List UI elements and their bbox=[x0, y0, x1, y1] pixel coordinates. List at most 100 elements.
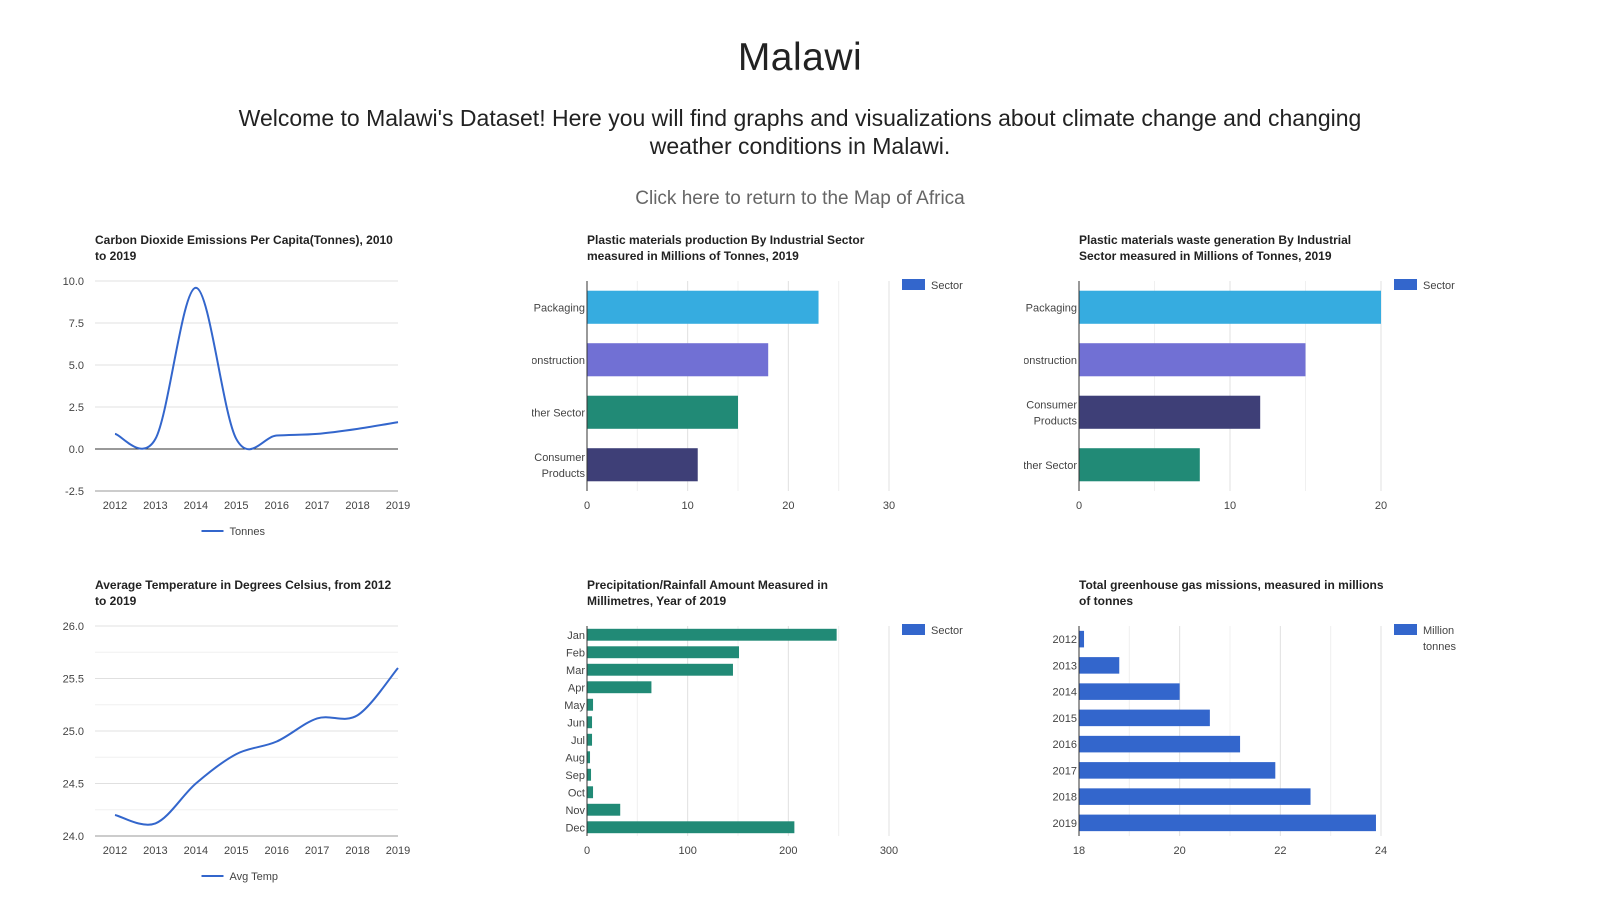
page-title: Malawi bbox=[737, 36, 863, 79]
x-tick-label: 2014 bbox=[184, 500, 208, 512]
category-label: 2014 bbox=[1053, 687, 1077, 699]
bar bbox=[587, 716, 593, 729]
intro-text: Welcome to Malawi's Dataset! Here you wi… bbox=[238, 105, 1362, 159]
legend-label: Sector bbox=[931, 280, 963, 292]
y-tick-label: 25.5 bbox=[63, 674, 84, 686]
x-tick-label: 2013 bbox=[143, 845, 167, 857]
x-tick-label: 30 bbox=[883, 500, 895, 512]
category-label: Consumer bbox=[534, 452, 585, 464]
category-label: Sep bbox=[565, 770, 585, 782]
chart-title: Total greenhouse gas missions, measured … bbox=[1079, 578, 1384, 592]
bar bbox=[1079, 290, 1381, 324]
x-tick-label: 22 bbox=[1274, 845, 1286, 857]
legend-label: Avg Temp bbox=[230, 871, 279, 883]
category-label: Feb bbox=[566, 647, 585, 659]
chart-title: measured in Millions of Tonnes, 2019 bbox=[587, 249, 799, 263]
category-label: May bbox=[564, 700, 585, 712]
bar bbox=[587, 646, 740, 659]
chart-title: to 2019 bbox=[95, 249, 137, 263]
bar bbox=[587, 786, 594, 799]
y-tick-label: 25.0 bbox=[63, 726, 84, 738]
x-tick-label: 20 bbox=[782, 500, 794, 512]
x-tick-label: 10 bbox=[682, 500, 694, 512]
legend-swatch bbox=[902, 279, 925, 290]
x-tick-label: 100 bbox=[678, 845, 696, 857]
bar bbox=[587, 821, 795, 834]
co2-emissions-svg: Carbon Dioxide Emissions Per Capita(Tonn… bbox=[63, 233, 411, 538]
legend-swatch bbox=[1394, 279, 1417, 290]
series-line bbox=[114, 286, 399, 451]
x-tick-label: 2015 bbox=[224, 845, 248, 857]
bar bbox=[1079, 448, 1200, 482]
x-tick-label: 2019 bbox=[386, 845, 410, 857]
y-tick-label: 2.5 bbox=[69, 402, 84, 414]
category-label: Products bbox=[542, 468, 586, 480]
bar bbox=[587, 733, 593, 746]
y-tick-label: 10.0 bbox=[63, 276, 84, 288]
x-tick-label: 0 bbox=[584, 845, 590, 857]
category-label: Construction bbox=[532, 355, 585, 367]
bar bbox=[587, 290, 819, 324]
x-tick-label: 10 bbox=[1224, 500, 1236, 512]
category-label: Nov bbox=[565, 805, 585, 817]
bar bbox=[587, 698, 594, 711]
x-tick-label: 2017 bbox=[305, 500, 329, 512]
chart-title: Sector measured in Millions of Tonnes, 2… bbox=[1079, 249, 1332, 263]
x-tick-label: 20 bbox=[1174, 845, 1186, 857]
bar bbox=[1079, 657, 1120, 674]
temperature-svg: Average Temperature in Degrees Celsius, … bbox=[63, 578, 411, 883]
bar bbox=[587, 751, 591, 764]
x-tick-label: 2016 bbox=[264, 500, 288, 512]
bar bbox=[1079, 395, 1261, 429]
series-line bbox=[114, 667, 399, 826]
bar bbox=[1079, 343, 1306, 377]
legend-label: tonnes bbox=[1423, 641, 1457, 653]
y-tick-label: 26.0 bbox=[63, 621, 84, 633]
y-tick-label: -2.5 bbox=[65, 486, 84, 498]
y-tick-label: 5.0 bbox=[69, 360, 84, 372]
legend-label: Sector bbox=[931, 625, 963, 637]
x-tick-label: 2012 bbox=[103, 845, 127, 857]
chart-title: Plastic materials production By Industri… bbox=[587, 233, 865, 247]
category-label: Jun bbox=[567, 717, 585, 729]
plastic-waste-chart: Plastic materials waste generation By In… bbox=[1024, 226, 1524, 566]
rainfall-svg: Precipitation/Rainfall Amount Measured i… bbox=[564, 578, 963, 857]
category-label: 2018 bbox=[1053, 792, 1077, 804]
category-label: 2012 bbox=[1053, 634, 1077, 646]
x-tick-label: 20 bbox=[1375, 500, 1387, 512]
category-label: Dec bbox=[565, 822, 585, 834]
x-tick-label: 2018 bbox=[345, 500, 369, 512]
category-label: Packaging bbox=[1026, 302, 1077, 314]
x-tick-label: 24 bbox=[1375, 845, 1387, 857]
plastic-production-chart: Plastic materials production By Industri… bbox=[532, 226, 1032, 566]
x-tick-label: 2015 bbox=[224, 500, 248, 512]
category-label: Packaging bbox=[534, 302, 585, 314]
greenhouse-gas-svg: Total greenhouse gas missions, measured … bbox=[1053, 578, 1457, 857]
x-tick-label: 2013 bbox=[143, 500, 167, 512]
return-to-map-link[interactable]: Click here to return to the Map of Afric… bbox=[635, 188, 965, 209]
co2-emissions-chart: Carbon Dioxide Emissions Per Capita(Tonn… bbox=[40, 226, 540, 566]
bar bbox=[1079, 762, 1276, 779]
bar bbox=[1079, 683, 1180, 700]
temperature-chart: Average Temperature in Degrees Celsius, … bbox=[40, 571, 540, 911]
x-tick-label: 0 bbox=[1076, 500, 1082, 512]
x-tick-label: 2016 bbox=[264, 845, 288, 857]
x-tick-label: 0 bbox=[584, 500, 590, 512]
category-label: Jan bbox=[567, 630, 585, 642]
category-label: Products bbox=[1034, 415, 1078, 427]
bar bbox=[587, 343, 769, 377]
plastic-waste-svg: Plastic materials waste generation By In… bbox=[1024, 233, 1455, 512]
x-tick-label: 18 bbox=[1073, 845, 1085, 857]
chart-title: of tonnes bbox=[1079, 594, 1133, 608]
category-label: Aug bbox=[565, 752, 585, 764]
category-label: Oct bbox=[568, 787, 585, 799]
legend-swatch bbox=[1394, 624, 1417, 635]
x-tick-label: 2012 bbox=[103, 500, 127, 512]
legend-label: Tonnes bbox=[230, 526, 266, 538]
bar bbox=[587, 768, 592, 781]
category-label: Other Sector bbox=[1024, 460, 1077, 472]
x-tick-label: 2014 bbox=[184, 845, 208, 857]
bar bbox=[587, 681, 652, 694]
plastic-production-svg: Plastic materials production By Industri… bbox=[532, 233, 963, 512]
chart-title: Plastic materials waste generation By In… bbox=[1079, 233, 1351, 247]
